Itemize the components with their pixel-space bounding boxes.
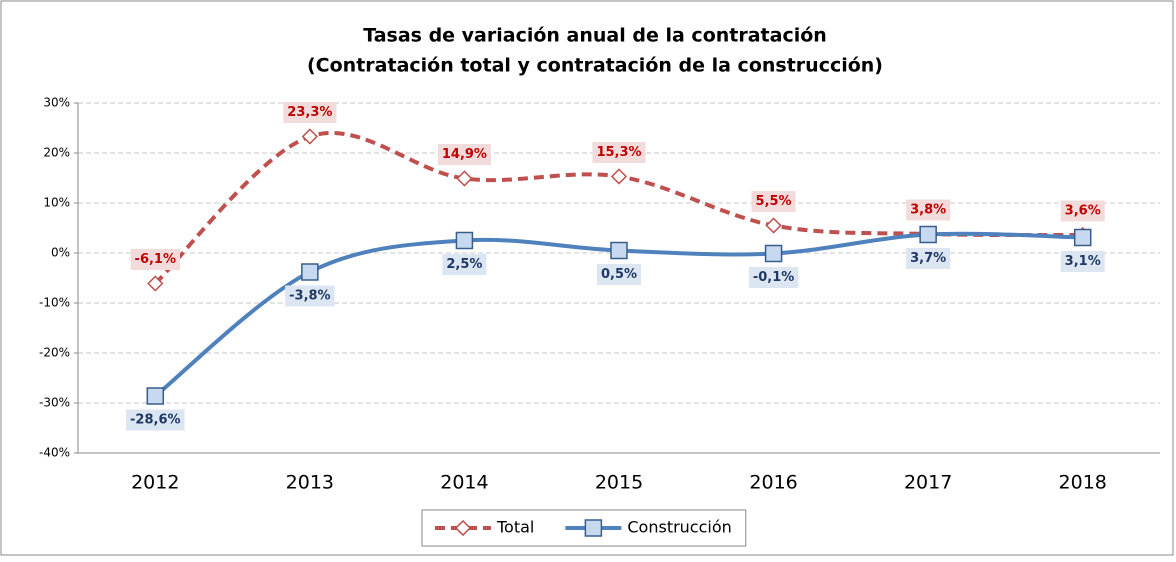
value-label: 5,5% bbox=[751, 191, 796, 212]
y-tick-label: -40% bbox=[39, 446, 70, 460]
legend: Total Construcción bbox=[421, 509, 747, 547]
marker bbox=[764, 244, 783, 263]
value-label: 14,9% bbox=[437, 144, 491, 165]
value-label-box bbox=[283, 102, 337, 123]
marker bbox=[1073, 228, 1092, 247]
legend-marker bbox=[584, 519, 603, 537]
value-label-text: 3,1% bbox=[1065, 254, 1101, 269]
x-tick-label: 2013 bbox=[286, 472, 334, 494]
y-tick-label: 10% bbox=[43, 196, 70, 210]
marker bbox=[610, 241, 628, 260]
value-label-box bbox=[130, 249, 181, 270]
value-label-box bbox=[596, 264, 642, 285]
legend-marker bbox=[454, 519, 472, 537]
value-label-box bbox=[906, 199, 951, 221]
marker bbox=[147, 275, 164, 292]
value-label-box bbox=[748, 267, 799, 288]
y-tick-label: -10% bbox=[39, 296, 70, 310]
value-label: -0,1% bbox=[748, 267, 799, 288]
value-label-box bbox=[285, 285, 335, 307]
value-label: 23,3% bbox=[283, 102, 337, 123]
value-label-box bbox=[592, 142, 646, 163]
value-label-text: -0,1% bbox=[753, 270, 794, 285]
value-label-text: -6,1% bbox=[135, 252, 176, 267]
value-label: 3,6% bbox=[1060, 200, 1105, 222]
value-label: 15,3% bbox=[592, 142, 646, 163]
value-label: 3,7% bbox=[906, 248, 951, 269]
value-label-text: 5,5% bbox=[756, 194, 792, 209]
value-label-text: 14,9% bbox=[442, 147, 487, 162]
value-label-box bbox=[442, 254, 487, 275]
value-label-text: 0,5% bbox=[601, 267, 637, 282]
marker bbox=[301, 128, 318, 145]
value-label-box bbox=[906, 248, 951, 269]
marker bbox=[146, 387, 165, 405]
value-label-box bbox=[1060, 200, 1105, 222]
legend-label: Construcción bbox=[627, 518, 731, 537]
value-label-box bbox=[1060, 251, 1105, 272]
marker bbox=[456, 170, 473, 187]
legend-label: Total bbox=[496, 518, 534, 537]
x-tick-label: 2014 bbox=[440, 472, 488, 494]
marker bbox=[765, 217, 782, 234]
value-label: 2,5% bbox=[442, 254, 487, 275]
value-label: 0,5% bbox=[596, 264, 642, 285]
chart-title: Tasas de variación anual de la contratac… bbox=[363, 25, 827, 47]
value-label: -28,6% bbox=[126, 409, 185, 431]
value-label-text: -3,8% bbox=[289, 289, 330, 304]
value-label-text: 3,8% bbox=[910, 203, 946, 218]
value-label-text: -28,6% bbox=[130, 413, 181, 428]
value-label-text: 3,6% bbox=[1065, 204, 1101, 219]
y-tick-label: -20% bbox=[39, 346, 70, 360]
y-tick-label: -30% bbox=[39, 396, 70, 410]
value-label-box bbox=[751, 191, 796, 212]
marker bbox=[610, 168, 628, 185]
chart-subtitle: (Contratación total y contratación de la… bbox=[307, 55, 883, 77]
marker bbox=[301, 263, 319, 281]
value-label: -3,8% bbox=[285, 285, 335, 307]
value-label-text: 2,5% bbox=[446, 257, 482, 272]
marker bbox=[455, 231, 474, 250]
x-tick-label: 2016 bbox=[749, 472, 797, 494]
y-tick-label: 30% bbox=[43, 96, 70, 110]
value-label: -6,1% bbox=[130, 249, 181, 270]
y-tick-label: 20% bbox=[43, 146, 70, 160]
value-label-text: 23,3% bbox=[287, 105, 332, 120]
x-tick-label: 2012 bbox=[131, 472, 179, 494]
x-tick-label: 2018 bbox=[1059, 472, 1107, 494]
x-tick-label: 2015 bbox=[595, 472, 643, 494]
value-label-box bbox=[126, 409, 185, 431]
value-label: 3,1% bbox=[1060, 251, 1105, 272]
value-label-text: 3,7% bbox=[910, 251, 946, 266]
value-label-box bbox=[437, 144, 491, 165]
x-tick-label: 2017 bbox=[904, 472, 952, 494]
marker bbox=[919, 225, 937, 244]
y-tick-label: 0% bbox=[51, 246, 70, 260]
value-label: 3,8% bbox=[906, 199, 951, 221]
value-label-text: 15,3% bbox=[596, 145, 641, 160]
